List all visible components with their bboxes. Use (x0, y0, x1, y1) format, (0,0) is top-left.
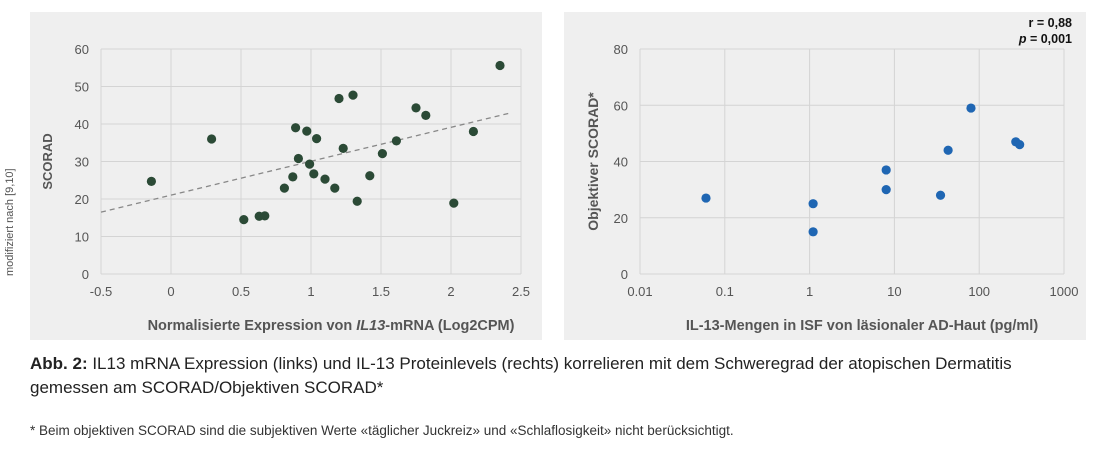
data-point (330, 183, 340, 193)
data-point (943, 145, 953, 155)
data-point (808, 199, 818, 209)
y-tick-label: 30 (75, 155, 89, 170)
data-point (701, 193, 711, 203)
p-value: p = 0,001 (1018, 32, 1072, 46)
x-tick-label: 1000 (1050, 284, 1079, 299)
y-axis-label: SCORAD (40, 133, 55, 189)
data-point (935, 190, 946, 200)
data-point (411, 103, 421, 113)
data-point (808, 227, 818, 237)
data-point (365, 171, 375, 181)
y-tick-label: 40 (614, 155, 628, 170)
x-tick-label: 0.1 (716, 284, 734, 299)
data-point (377, 149, 387, 159)
figure-caption: Abb. 2: IL13 mRNA Expression (links) und… (30, 352, 1090, 400)
data-point (312, 134, 322, 144)
data-point (288, 172, 298, 182)
data-point (468, 126, 478, 137)
data-point (1015, 140, 1025, 150)
data-point (320, 174, 330, 184)
data-point (309, 169, 319, 179)
data-point (348, 90, 358, 100)
right-scatter-chart: 0.01 0.1 1 10 100 1000 0 20 40 60 80 Objektiver SCO… (585, 42, 1079, 334)
x-axis-label: IL-13-Mengen in ISF von läsionaler AD-Ha… (686, 318, 1038, 334)
data-point (391, 136, 401, 146)
y-tick-label: 20 (75, 192, 89, 207)
y-tick-label: 80 (614, 42, 628, 57)
x-tick-label: 10 (887, 284, 901, 299)
caption-label: Abb. 2: (30, 354, 88, 373)
x-tick-label: 0.5 (232, 284, 250, 299)
x-tick-label: 1 (806, 284, 813, 299)
data-point (146, 176, 156, 186)
y-axis-label: Objektiver SCORAD* (585, 92, 601, 231)
x-tick-label: 1.5 (372, 284, 390, 299)
y-tick-label: 20 (614, 211, 628, 226)
left-scatter-chart: -0.5 0 0.5 1 1.5 2 2.50102030405060SCORADNorma… (40, 42, 530, 334)
data-point (352, 196, 362, 206)
data-point (881, 185, 891, 195)
y-tick-label: 10 (75, 230, 89, 245)
left-chart-panel: -0.5 0 0.5 1 1.5 2 2.5 0 10 20 30 40 50 60 SCORAD Norma… (30, 12, 542, 340)
x-tick-label: 100 (968, 284, 990, 299)
x-tick-label: 1 (307, 284, 314, 299)
y-tick-label: 50 (75, 80, 89, 95)
correlation-r: r = 0,88 (1028, 16, 1072, 30)
data-point (291, 123, 301, 133)
data-point (260, 211, 270, 221)
data-point (302, 126, 312, 136)
y-tick-label: 40 (75, 117, 89, 132)
caption-text: IL13 mRNA Expression (links) und IL-13 P… (30, 354, 1012, 397)
footnote: * Beim objektiven SCORAD sind die subjek… (30, 423, 734, 438)
x-axis-label: Normalisierte Expression von IL13-mRNA (… (148, 318, 515, 334)
data-point (881, 165, 891, 175)
source-note: modifiziert nach [9,10] (4, 168, 16, 276)
y-tick-label: 0 (621, 267, 628, 282)
y-tick-label: 60 (75, 42, 89, 57)
data-point (495, 60, 505, 71)
x-tick-label: 2.5 (512, 284, 530, 299)
x-tick-label: 2 (447, 284, 454, 299)
x-tick-label: 0 (167, 284, 174, 299)
data-point (334, 93, 344, 104)
data-point (421, 110, 431, 120)
x-tick-label: -0.5 (90, 284, 112, 299)
data-point (966, 103, 976, 113)
data-point (449, 198, 459, 208)
right-chart-panel: 0.01 0.1 1 10 100 1000 0 20 40 60 80 Objektiver SCO… (564, 12, 1086, 340)
data-point (239, 215, 249, 225)
data-point (279, 183, 289, 193)
data-point (305, 159, 315, 169)
x-tick-label: 0.01 (627, 284, 652, 299)
data-point (293, 153, 303, 164)
data-point (338, 143, 348, 153)
y-tick-label: 0 (82, 267, 89, 282)
y-tick-label: 60 (614, 98, 628, 113)
data-point (207, 134, 217, 144)
